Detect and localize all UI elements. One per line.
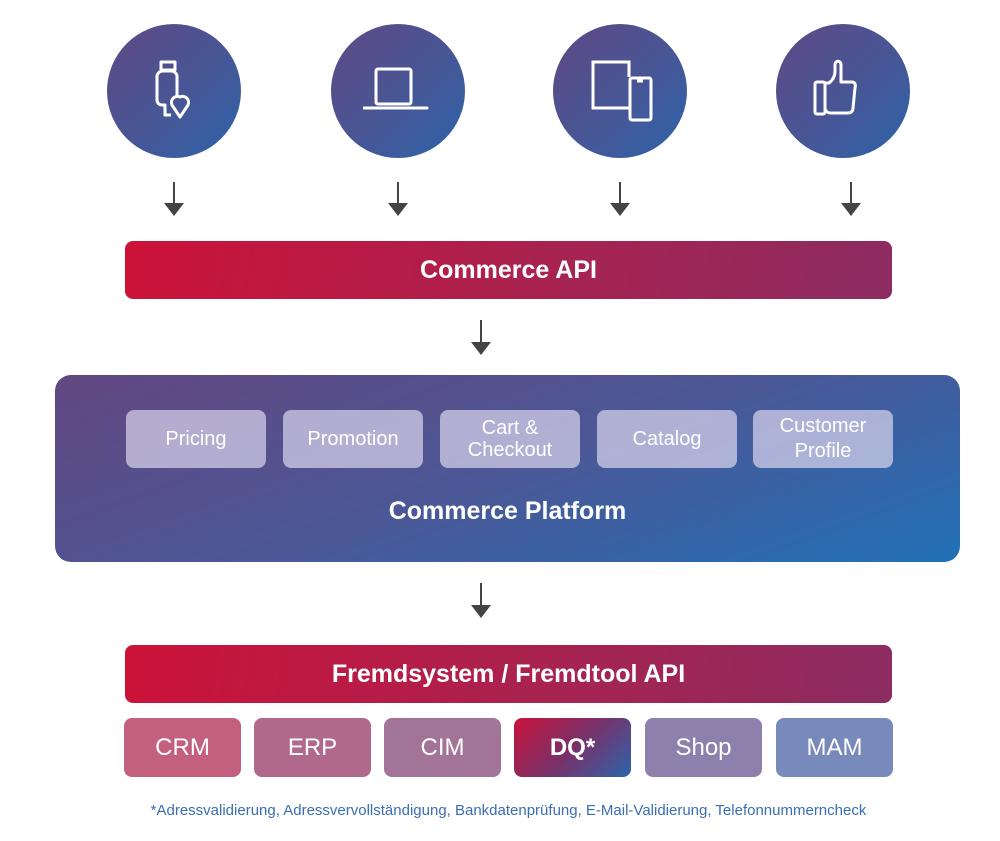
arrow-down-icon bbox=[164, 182, 184, 216]
module-promotion: Promotion bbox=[283, 410, 423, 468]
module-pricing: Pricing bbox=[126, 410, 266, 468]
smartwatch-heart-icon bbox=[155, 60, 191, 119]
module-cart-checkout: Cart & Checkout bbox=[440, 410, 580, 468]
arrow-down-icon bbox=[471, 320, 491, 355]
laptop-icon bbox=[363, 67, 429, 110]
arrow-down-icon bbox=[610, 182, 630, 216]
external-api-label: Fremdsystem / Fremdtool API bbox=[331, 659, 686, 688]
system-cim: CIM bbox=[384, 718, 501, 777]
module-catalog: Catalog bbox=[597, 410, 737, 468]
system-dq: DQ* bbox=[514, 718, 631, 777]
thumbs-up-icon bbox=[813, 59, 857, 116]
channel-wearable bbox=[107, 24, 241, 158]
system-crm: CRM bbox=[124, 718, 241, 777]
arrow-down-icon bbox=[841, 182, 861, 216]
platform-label: Commerce Platform bbox=[388, 497, 627, 525]
external-api-bar: Fremdsystem / Fremdtool API bbox=[125, 645, 892, 703]
system-mam: MAM bbox=[776, 718, 893, 777]
channel-mobile bbox=[553, 24, 687, 158]
commerce-api-label: Commerce API bbox=[420, 255, 597, 284]
arrow-down-icon bbox=[471, 583, 491, 618]
commerce-api-bar: Commerce API bbox=[125, 241, 892, 299]
system-shop: Shop bbox=[645, 718, 762, 777]
module-customer-profile: Customer Profile bbox=[753, 410, 893, 468]
commerce-platform: Pricing Promotion Cart & Checkout Catalo… bbox=[55, 375, 960, 562]
arrow-down-icon bbox=[388, 182, 408, 216]
footnote: *Adressvalidierung, Adressvervollständig… bbox=[150, 802, 867, 819]
system-erp: ERP bbox=[254, 718, 371, 777]
tablet-phone-icon bbox=[591, 60, 653, 122]
channel-desktop bbox=[331, 24, 465, 158]
channel-social bbox=[776, 24, 910, 158]
